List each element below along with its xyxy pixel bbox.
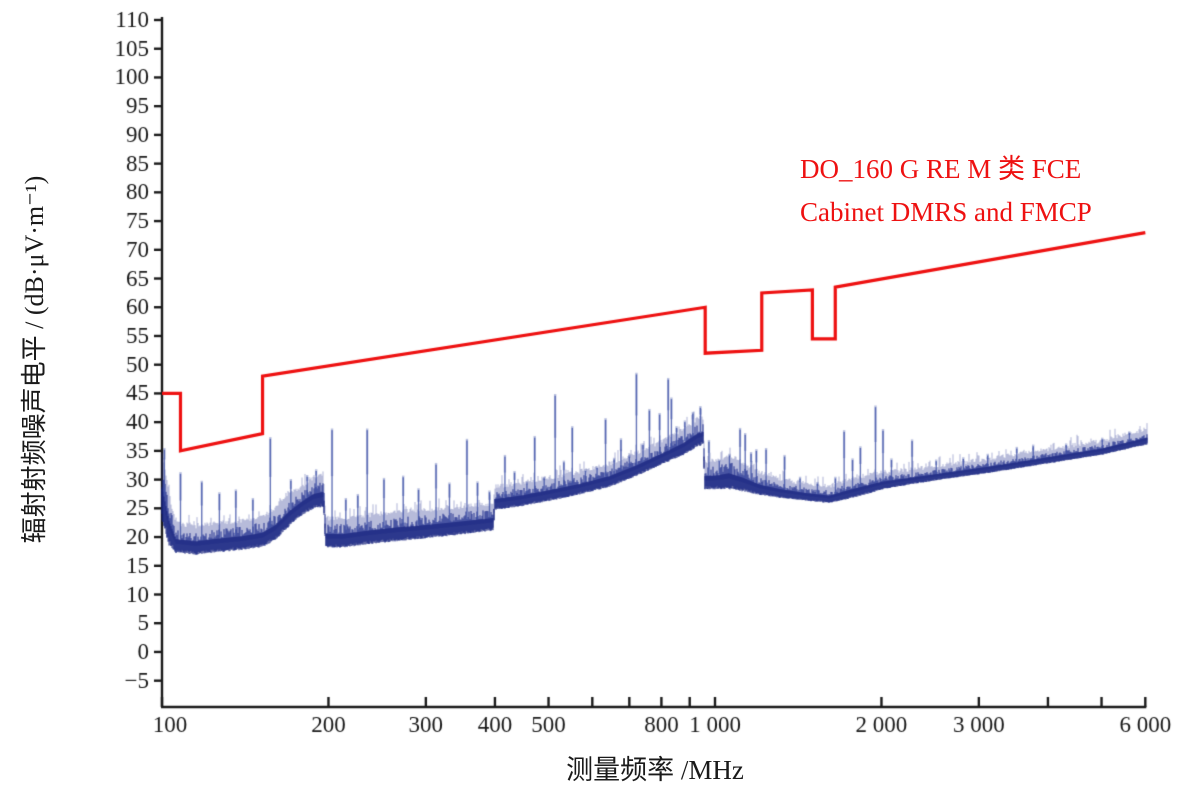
limit-legend-line1: DO_160 G RE M 类 FCE bbox=[800, 154, 1082, 184]
y-axis-label: 辐射射频噪声电平 / (dB·μV·m⁻¹) bbox=[20, 175, 49, 544]
limit-legend: DO_160 G RE M 类 FCE Cabinet DMRS and FMC… bbox=[800, 148, 1092, 234]
limit-legend-line2: Cabinet DMRS and FMCP bbox=[800, 197, 1092, 227]
x-axis-label: 测量频率 /MHz bbox=[566, 755, 744, 785]
